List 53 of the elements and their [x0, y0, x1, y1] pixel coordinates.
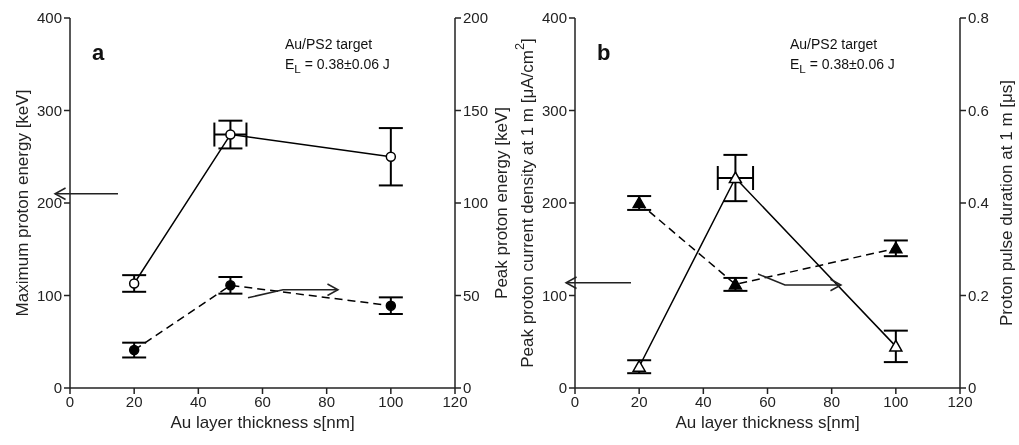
annotation: Au/PS2 target: [285, 36, 373, 52]
y2-tick-label: 150: [463, 101, 489, 119]
annotation: E$_{L}$ = 0.38±0.06 J: [790, 56, 895, 75]
y-tick-label: 200: [541, 194, 567, 212]
y2-tick-label: 200: [463, 9, 489, 27]
annotation: a: [92, 40, 105, 66]
point: [632, 196, 646, 209]
point: [128, 278, 140, 289]
point: [128, 344, 140, 356]
point: [385, 151, 397, 162]
annotation: E$_{L}$ = 0.38±0.06 J: [285, 56, 390, 75]
y2-tick-label: 0.6: [968, 101, 989, 119]
y-tick-label: 0: [558, 379, 567, 397]
y2-axis-title: Proton pulse duration at 1 m [μs]: [996, 79, 1016, 327]
point: [889, 339, 903, 352]
y-tick-label: 400: [36, 9, 62, 27]
point: [632, 359, 646, 372]
y2-tick-label: 50: [463, 286, 480, 304]
y-tick-label: 200: [36, 194, 62, 212]
annotation: Au/PS2 target: [790, 36, 878, 52]
x-axis-title: Au layer thickness s[nm]: [170, 413, 355, 432]
x-tick-label: 100: [378, 392, 404, 410]
y-tick-label: 100: [36, 286, 62, 304]
point: [889, 241, 903, 254]
y-tick-label: 0: [53, 379, 62, 397]
y2-axis-title: Peak proton energy [keV]: [491, 107, 511, 299]
x-tick-label: 80: [318, 392, 336, 410]
y-tick-label: 100: [541, 286, 567, 304]
y-tick-label: 400: [541, 9, 567, 27]
y-tick-label: 300: [541, 101, 567, 119]
point: [728, 171, 743, 184]
x-tick-label: 60: [254, 392, 271, 410]
y2-tick-label: 0.4: [968, 194, 989, 212]
x-tick-label: 40: [694, 392, 712, 410]
x-tick-label: 20: [630, 392, 648, 410]
y2-tick-label: 0.8: [968, 9, 989, 27]
x-axis-title: Au layer thickness s[nm]: [675, 413, 860, 432]
y-tick-label: 300: [36, 101, 62, 119]
x-tick-label: 100: [883, 392, 909, 410]
annotation: b: [597, 40, 611, 66]
x-tick-label: 40: [189, 392, 207, 410]
x-tick-label: 0: [570, 392, 580, 410]
point: [225, 129, 236, 140]
y2-tick-label: 0.2: [968, 286, 989, 304]
x-tick-label: 0: [65, 392, 75, 410]
point: [728, 277, 743, 290]
x-tick-label: 20: [125, 392, 143, 410]
y-axis-title: Maximum proton energy [keV]: [12, 89, 32, 317]
y2-tick-label: 100: [463, 194, 489, 212]
x-tick-label: 80: [823, 392, 841, 410]
x-tick-label: 60: [759, 392, 776, 410]
point: [385, 300, 397, 311]
point: [225, 280, 236, 291]
